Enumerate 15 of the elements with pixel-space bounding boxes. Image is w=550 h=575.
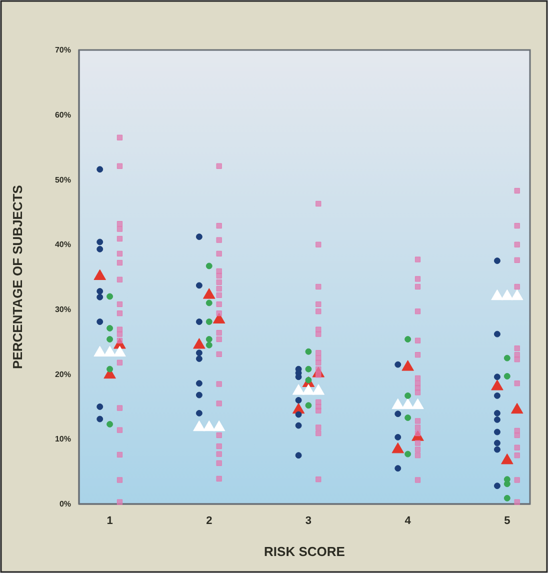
x-tick-label: 4 [404, 514, 412, 527]
y-tick-label: 40% [54, 240, 71, 250]
y-axis-title: PERCENTAGE OF SUBJECTS [10, 184, 25, 369]
y-tick-label: 50% [54, 175, 71, 184]
y-tick-label: 70% [54, 46, 71, 55]
x-tick-label: 3 [305, 514, 312, 527]
x-axis-title: RISK SCORE [264, 544, 346, 559]
y-tick-label: 10% [54, 434, 71, 444]
x-tick-label: 5 [504, 514, 510, 527]
x-tick-label: 2 [206, 514, 212, 527]
y-tick-label: 30% [54, 304, 71, 314]
y-tick-label: 0% [59, 500, 71, 509]
y-tick-label: 20% [54, 370, 71, 379]
y-tick-label: 60% [54, 110, 71, 120]
x-tick-label: 1 [106, 514, 113, 527]
